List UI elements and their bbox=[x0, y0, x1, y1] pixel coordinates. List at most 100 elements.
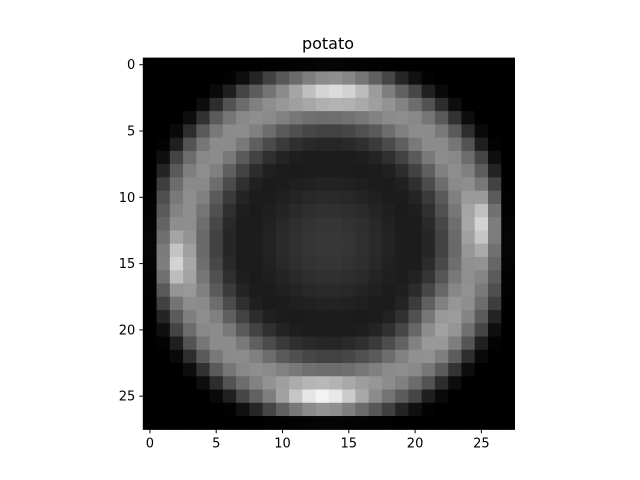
y-axis-ticks: 0 5 10 15 20 25 bbox=[119, 58, 144, 405]
heatmap-cell bbox=[209, 177, 224, 192]
heatmap-cell bbox=[461, 71, 476, 86]
heatmap-cell bbox=[381, 124, 396, 139]
heatmap-cell bbox=[421, 203, 436, 218]
heatmap-cell bbox=[289, 270, 303, 284]
heatmap-cell bbox=[262, 111, 277, 125]
heatmap-cell bbox=[381, 389, 396, 404]
heatmap-cell bbox=[461, 164, 476, 178]
heatmap-cell bbox=[156, 190, 171, 205]
heatmap-cell bbox=[474, 296, 489, 311]
heatmap-cell bbox=[487, 71, 502, 86]
heatmap-cell bbox=[289, 203, 303, 218]
heatmap-cell bbox=[143, 402, 157, 417]
heatmap-cell bbox=[501, 84, 515, 99]
heatmap-cell bbox=[222, 150, 237, 165]
heatmap-cell bbox=[408, 389, 423, 404]
heatmap-cell bbox=[143, 243, 157, 258]
heatmap-cell bbox=[156, 177, 171, 192]
heatmap-cell bbox=[196, 84, 210, 99]
heatmap-cell bbox=[209, 402, 224, 417]
heatmap-cell bbox=[289, 309, 303, 324]
heatmap-cell bbox=[474, 376, 489, 390]
heatmap-cell bbox=[222, 283, 237, 298]
heatmap-cell bbox=[474, 309, 489, 324]
heatmap-cell bbox=[196, 296, 210, 311]
heatmap-cell bbox=[487, 137, 502, 152]
heatmap-cell bbox=[209, 150, 224, 165]
heatmap-cell bbox=[315, 190, 330, 205]
heatmap-cell bbox=[448, 243, 462, 258]
heatmap-cell bbox=[275, 150, 290, 165]
heatmap-cell bbox=[421, 376, 436, 390]
heatmap-cell bbox=[236, 177, 250, 192]
heatmap-cell bbox=[408, 190, 423, 205]
heatmap-cell bbox=[328, 203, 343, 218]
heatmap-cell bbox=[421, 177, 436, 192]
heatmap-cell bbox=[408, 111, 423, 125]
heatmap-cell bbox=[236, 97, 250, 112]
heatmap-cell bbox=[275, 71, 290, 86]
heatmap-cell bbox=[222, 190, 237, 205]
heatmap-cell bbox=[289, 97, 303, 112]
heatmap-cell bbox=[434, 416, 449, 430]
heatmap-cell bbox=[209, 190, 224, 205]
heatmap-cell bbox=[143, 203, 157, 218]
heatmap-cell bbox=[368, 203, 383, 218]
heatmap-cell bbox=[408, 416, 423, 430]
heatmap-cell bbox=[169, 58, 184, 72]
heatmap-cell bbox=[421, 164, 436, 178]
heatmap-cell bbox=[461, 283, 476, 298]
heatmap-cell bbox=[448, 283, 462, 298]
heatmap-cell bbox=[302, 376, 317, 390]
heatmap-cell bbox=[368, 323, 383, 337]
heatmap-cell bbox=[342, 363, 356, 377]
heatmap-cell bbox=[275, 111, 290, 125]
heatmap-cell bbox=[315, 416, 330, 430]
heatmap-cell bbox=[381, 309, 396, 324]
heatmap-cell bbox=[315, 150, 330, 165]
heatmap-cell bbox=[196, 389, 210, 404]
heatmap-cell bbox=[342, 349, 356, 364]
heatmap-cell bbox=[487, 177, 502, 192]
heatmap-cell bbox=[395, 71, 409, 86]
heatmap-cell bbox=[169, 336, 184, 351]
heatmap-cell bbox=[156, 416, 171, 430]
heatmap-cell bbox=[474, 190, 489, 205]
heatmap-cell bbox=[395, 376, 409, 390]
heatmap-cell bbox=[236, 230, 250, 245]
heatmap-cell bbox=[501, 389, 515, 404]
heatmap-cell bbox=[262, 124, 277, 139]
heatmap-cell bbox=[355, 97, 370, 112]
heatmap-cell bbox=[381, 177, 396, 192]
heatmap-cell bbox=[434, 71, 449, 86]
heatmap-cell bbox=[143, 296, 157, 311]
heatmap-cell bbox=[275, 97, 290, 112]
heatmap-cell bbox=[302, 58, 317, 72]
heatmap-cell bbox=[315, 164, 330, 178]
heatmap-cell bbox=[434, 230, 449, 245]
heatmap-cell bbox=[302, 217, 317, 231]
heatmap-cell bbox=[209, 203, 224, 218]
heatmap-cell bbox=[368, 177, 383, 192]
heatmap-cell bbox=[156, 230, 171, 245]
heatmap-cell bbox=[143, 124, 157, 139]
heatmap-cell bbox=[209, 363, 224, 377]
heatmap-cell bbox=[434, 296, 449, 311]
heatmap-cell bbox=[381, 416, 396, 430]
heatmap-cell bbox=[143, 309, 157, 324]
heatmap-cell bbox=[474, 97, 489, 112]
heatmap-cell bbox=[289, 363, 303, 377]
heatmap-cell bbox=[249, 111, 264, 125]
heatmap-cell bbox=[169, 402, 184, 417]
heatmap-cell bbox=[249, 217, 264, 231]
heatmap-cell bbox=[408, 336, 423, 351]
heatmap-cell bbox=[381, 296, 396, 311]
heatmap-cell bbox=[355, 190, 370, 205]
heatmap-cell bbox=[461, 309, 476, 324]
heatmap-cell bbox=[275, 402, 290, 417]
heatmap-cell bbox=[355, 323, 370, 337]
heatmap-cell bbox=[143, 270, 157, 284]
heatmap-cell bbox=[474, 323, 489, 337]
heatmap-cell bbox=[315, 230, 330, 245]
heatmap-cell bbox=[196, 416, 210, 430]
